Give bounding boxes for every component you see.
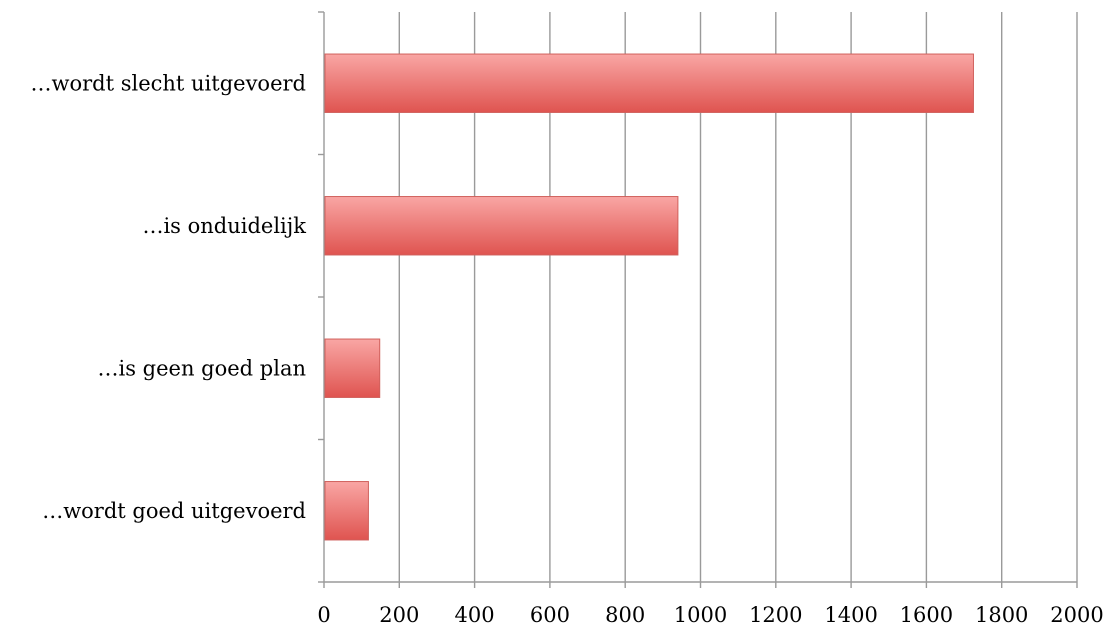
category-label: …is onduidelijk xyxy=(142,214,306,238)
category-label: …wordt goed uitgevoerd xyxy=(42,499,306,523)
bar xyxy=(324,196,679,256)
x-tick-label: 600 xyxy=(530,603,570,627)
category-label: …wordt slecht uitgevoerd xyxy=(30,71,306,95)
bar xyxy=(324,53,974,113)
category-label: …is geen goed plan xyxy=(97,356,306,380)
x-tick-label: 800 xyxy=(605,603,645,627)
x-tick-label: 1200 xyxy=(749,603,802,627)
x-tick-label: 1800 xyxy=(975,603,1028,627)
x-tick-label: 1400 xyxy=(824,603,877,627)
x-tick-label: 1600 xyxy=(900,603,953,627)
x-tick-label: 200 xyxy=(379,603,419,627)
bar xyxy=(324,481,369,541)
bar-layer xyxy=(324,53,974,541)
axis-layer xyxy=(318,11,1078,588)
x-tick-label: 400 xyxy=(455,603,495,627)
x-tick-label: 1000 xyxy=(674,603,727,627)
label-layer: 0 200 400 600 800 1000 1200 1400 1600 1800 2000 …wo… xyxy=(30,71,1103,627)
x-tick-label: 0 xyxy=(317,603,330,627)
bar xyxy=(324,338,381,398)
x-tick-label: 2000 xyxy=(1050,603,1103,627)
